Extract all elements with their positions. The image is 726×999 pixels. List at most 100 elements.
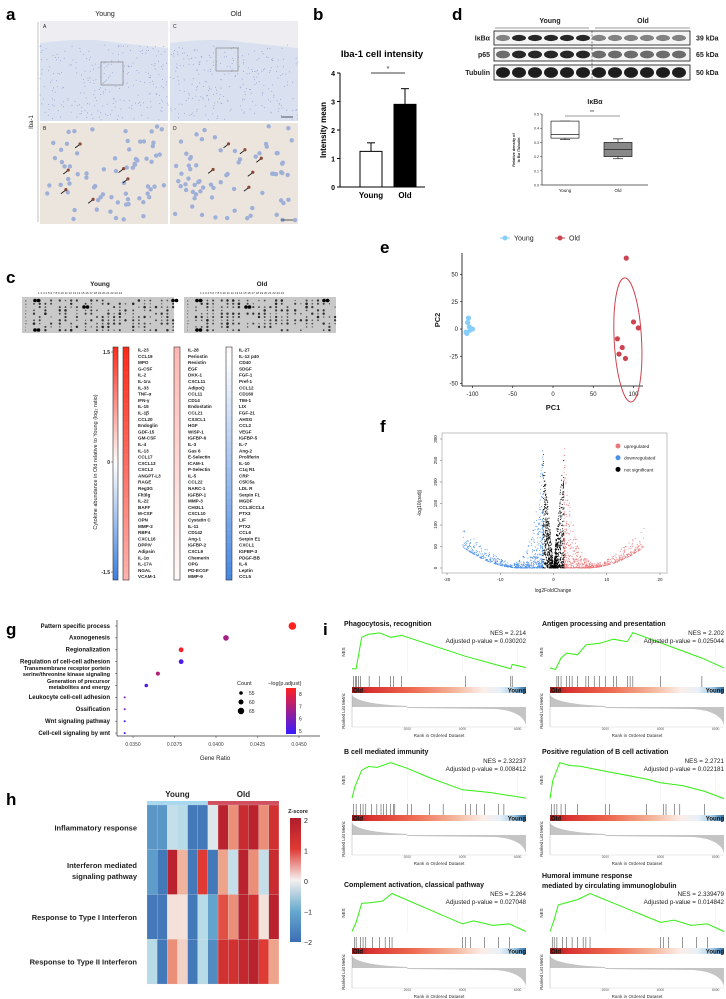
gene-point bbox=[560, 541, 562, 543]
gene-point bbox=[526, 561, 528, 563]
gene-point bbox=[541, 566, 543, 568]
gsea-title: Phagocytosis, recognition bbox=[344, 621, 432, 628]
array-spot bbox=[226, 325, 229, 329]
gene-point bbox=[550, 554, 552, 556]
gene-point bbox=[564, 554, 566, 555]
gene-point bbox=[548, 536, 549, 538]
gene-point bbox=[581, 559, 583, 561]
y-axis-label: Relative density of bbox=[512, 132, 516, 166]
nes-value: NES = 2.202 bbox=[688, 630, 724, 637]
gene-point bbox=[551, 556, 553, 557]
array-spot bbox=[269, 319, 272, 322]
gsea-title: Positive regulation of B cell activation bbox=[542, 749, 668, 756]
group-bar-young bbox=[147, 801, 208, 805]
gene-point bbox=[550, 561, 552, 563]
blot-band bbox=[528, 34, 542, 42]
gene-point bbox=[579, 564, 581, 566]
gene-point bbox=[533, 529, 534, 531]
gene-point bbox=[608, 558, 610, 560]
cytokine-label: FGF-21 bbox=[239, 410, 255, 415]
cytokine-cell bbox=[174, 554, 180, 562]
gene-point bbox=[541, 473, 543, 475]
gene-point bbox=[608, 563, 610, 565]
gene-point bbox=[543, 514, 545, 516]
gene-point bbox=[536, 556, 538, 558]
cytokine-label: Reg3G bbox=[138, 486, 153, 491]
gene-point bbox=[542, 537, 544, 539]
gene-point bbox=[569, 548, 571, 550]
array-spot bbox=[90, 309, 93, 312]
x-tick-label: 0.0425 bbox=[250, 742, 266, 748]
cytokine-label: ANGPT-L3 bbox=[138, 473, 161, 478]
array-spot bbox=[118, 322, 121, 325]
gene-point bbox=[640, 548, 642, 550]
gene-point bbox=[549, 563, 550, 565]
gene-point bbox=[536, 549, 538, 551]
array-spot bbox=[246, 302, 249, 305]
array-spot bbox=[149, 322, 152, 325]
gene-point bbox=[563, 541, 565, 543]
gene-point bbox=[540, 558, 542, 560]
cytokine-label: Periostin bbox=[188, 354, 208, 359]
array-spot bbox=[300, 312, 302, 315]
enrichment-score-line bbox=[351, 892, 527, 932]
cytokine-label: IL-1α bbox=[138, 555, 149, 560]
gene-point bbox=[559, 548, 561, 550]
gene-point bbox=[514, 564, 516, 566]
gene-point bbox=[551, 565, 552, 567]
gene-point bbox=[521, 564, 523, 566]
gene-point bbox=[569, 561, 571, 563]
gene-point bbox=[553, 562, 555, 563]
gene-point bbox=[533, 538, 535, 540]
gene-point bbox=[536, 526, 538, 528]
gene-point bbox=[615, 557, 617, 559]
gene-point bbox=[547, 513, 548, 515]
gene-point bbox=[541, 560, 543, 562]
gene-point bbox=[563, 520, 565, 522]
gene-point bbox=[551, 566, 553, 568]
gene-point bbox=[529, 556, 531, 558]
array-spot bbox=[143, 299, 146, 302]
array-spot bbox=[300, 303, 302, 305]
array-spot bbox=[64, 312, 67, 315]
y-axis-label: NES bbox=[341, 647, 346, 656]
gene-point bbox=[542, 559, 544, 561]
gene-point bbox=[571, 556, 573, 557]
cytokine-cell bbox=[123, 365, 129, 373]
nes-value: NES = 2.339479 bbox=[678, 891, 725, 898]
gene-point bbox=[533, 566, 535, 568]
array-spot bbox=[101, 325, 104, 329]
cytokine-label: CXCL2 bbox=[138, 467, 154, 472]
blot-band bbox=[576, 34, 590, 42]
heatmap-cell bbox=[157, 804, 168, 850]
gene-point bbox=[590, 564, 592, 566]
gene-point bbox=[495, 559, 497, 561]
gene-point bbox=[570, 565, 572, 567]
gene-point bbox=[585, 565, 587, 567]
gene-point bbox=[560, 540, 562, 542]
gene-point bbox=[484, 557, 486, 558]
gene-point bbox=[545, 526, 547, 527]
heatmap-cell bbox=[248, 849, 259, 895]
gene-point bbox=[583, 566, 585, 568]
array-spot bbox=[44, 306, 47, 308]
gene-point bbox=[564, 561, 566, 563]
blot-band bbox=[592, 50, 606, 59]
gene-point bbox=[496, 555, 498, 557]
array-spot bbox=[206, 306, 209, 309]
gene-point bbox=[605, 562, 607, 564]
gene-point bbox=[574, 536, 576, 538]
cytokine-cell bbox=[226, 523, 232, 530]
gene-point bbox=[489, 558, 491, 560]
gene-point bbox=[519, 567, 521, 569]
array-spot bbox=[311, 326, 314, 328]
gene-point bbox=[552, 567, 554, 569]
array-row-label: F bbox=[187, 317, 189, 319]
array-spot bbox=[212, 309, 215, 312]
array-spot bbox=[160, 312, 163, 315]
rank-color-bar bbox=[550, 687, 724, 693]
scale-axis-label: Cytokine abundance in Old relative to Yo… bbox=[93, 394, 99, 529]
gene-point bbox=[550, 539, 551, 541]
